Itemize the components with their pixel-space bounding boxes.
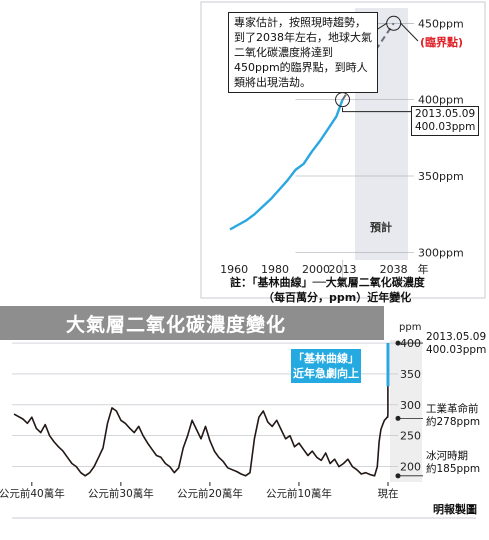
ice-age-label: 冰河時期 約185ppm	[423, 449, 484, 477]
inset-footnote-2: （每百萬分，ppm）近年變化	[263, 291, 412, 304]
inset-y-tick: 450ppm	[418, 17, 464, 30]
ice-age-label-1: 冰河時期	[426, 450, 468, 462]
inset-y-tick: 350ppm	[418, 170, 464, 183]
inset-x-tick: 1960	[220, 263, 248, 276]
inset-x-tick: 1980	[261, 263, 289, 276]
inset-leader-2038	[400, 22, 419, 42]
main-point-date: 2013.05.09	[426, 331, 487, 343]
industrial-label-2: 約278ppm	[426, 416, 481, 428]
main-y-tick: 400	[400, 337, 421, 350]
keeling-callout-line1: 「基林曲線」	[293, 352, 359, 365]
inset-x-unit: 年	[418, 262, 429, 276]
main-x-tick: 公元前20萬年	[177, 487, 243, 500]
inset-footnote-1: 註：「基林曲線」──大氣層二氧化碳濃度	[230, 276, 425, 289]
keeling-callout-line2: 近年急劇向上	[293, 367, 359, 380]
main-x-tick: 公元前40萬年	[0, 487, 65, 500]
inset-y-tick: 300ppm	[418, 246, 464, 259]
title-band: 大氣層二氧化碳濃度變化	[0, 306, 384, 340]
ice-age-label-2: 約185ppm	[426, 463, 481, 475]
inset-point-value: 400.03ppm	[415, 121, 476, 133]
main-y-tick: 250	[400, 430, 421, 443]
critical-point-label: (臨界點)	[420, 36, 464, 49]
main-axis-panel	[390, 340, 422, 482]
main-x-tick: 現在	[378, 488, 399, 500]
main-point-value: 400.03ppm	[426, 344, 487, 356]
credit: 明報製圖	[433, 503, 477, 516]
main-title: 大氣層二氧化碳濃度變化	[66, 314, 287, 336]
main-point-label: 2013.05.09 400.03ppm	[423, 330, 489, 358]
inset-point-box: 2013.05.09 400.03ppm	[411, 106, 480, 136]
inset-y-tick: 400ppm	[418, 94, 464, 107]
main-lines	[13, 340, 423, 479]
main-ticks: 200 250 300 350 400 ppm 公元前40萬年 公元前30萬年 公元前20萬年 公…	[0, 322, 421, 500]
main-x-tick: 公元前10萬年	[266, 487, 332, 500]
main-y-tick: 200	[400, 461, 421, 474]
main-x-tick: 公元前30萬年	[88, 487, 154, 500]
inset-x-tick: 2000	[302, 263, 330, 276]
inset-point-date: 2013.05.09	[415, 108, 476, 120]
inset-x-tick: 2038	[380, 263, 408, 276]
inset-leader-2013	[342, 107, 411, 113]
inset-x-tick: 2013	[329, 263, 357, 276]
main-co2-line	[13, 343, 389, 477]
expert-note: 專家估計，按照現時趨勢，到了2038年左右，地球大氣二氧化碳濃度將達到450pp…	[228, 12, 378, 93]
inset-observed-line	[229, 99, 344, 231]
forecast-label: 預計	[370, 221, 392, 234]
keeling-callout: 「基林曲線」 近年急劇向上	[291, 349, 361, 383]
main-y-unit: ppm	[399, 322, 421, 333]
industrial-label: 工業革命前 約278ppm	[423, 402, 484, 430]
main-y-tick: 300	[400, 399, 421, 412]
inset-ticks: 300ppm 350ppm 400ppm 450ppm 1960 1980 20002013…	[220, 17, 464, 276]
industrial-label-1: 工業革命前	[426, 403, 479, 415]
main-y-tick: 350	[400, 368, 421, 381]
